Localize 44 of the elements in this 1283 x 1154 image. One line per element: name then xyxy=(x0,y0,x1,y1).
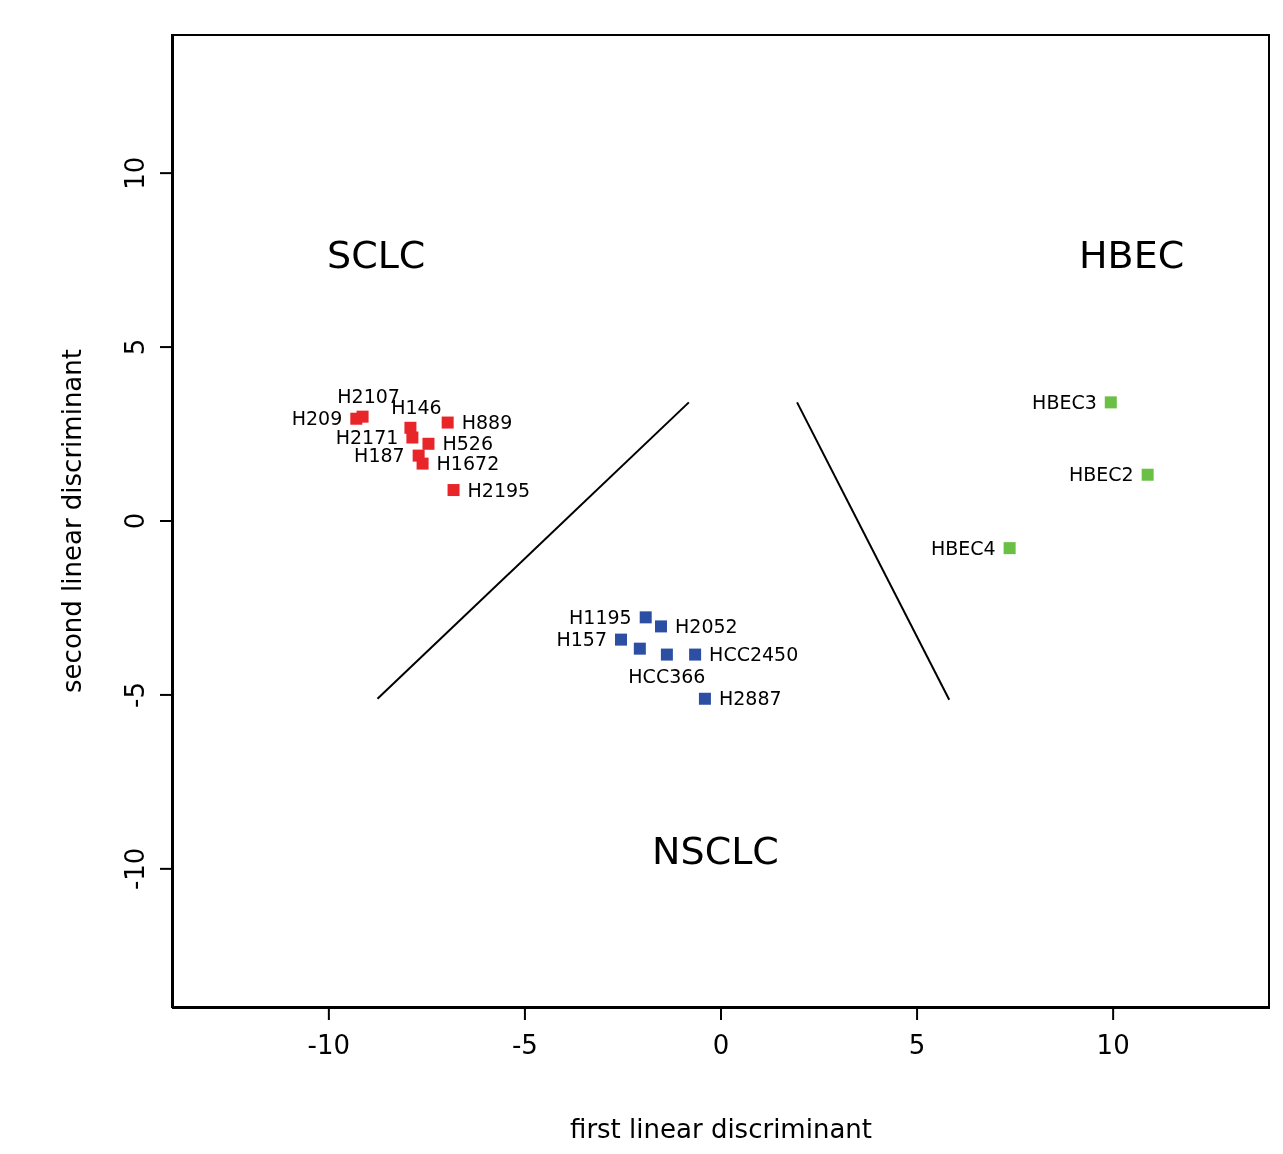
point xyxy=(633,642,646,655)
data-label: H1195 xyxy=(569,606,632,629)
data-label: H2195 xyxy=(467,478,531,501)
data-label: HBEC4 xyxy=(930,536,996,559)
point xyxy=(1141,468,1154,481)
data-label: H2052 xyxy=(675,615,738,638)
point xyxy=(660,648,673,661)
point xyxy=(406,431,419,444)
point xyxy=(356,410,369,423)
data-label: H526 xyxy=(442,432,494,455)
data-label: HCC2450 xyxy=(709,643,799,666)
y-tick-label: 0 xyxy=(120,512,150,530)
y-axis-title: second linear discriminant xyxy=(57,349,88,693)
annotation: SCLC xyxy=(327,233,426,278)
y-tick-label: -5 xyxy=(120,681,150,708)
x-tick-label: 5 xyxy=(908,1030,926,1061)
point xyxy=(416,457,429,470)
data-label: H1672 xyxy=(436,452,500,475)
x-tick-label: 0 xyxy=(712,1030,730,1061)
y-tick-label: 5 xyxy=(120,338,150,356)
data-label: HBEC3 xyxy=(1032,391,1097,414)
y-tick-label: -10 xyxy=(120,847,150,891)
data-label: HCC366 xyxy=(628,665,706,688)
point xyxy=(655,620,667,633)
x-axis-title: first linear discriminant xyxy=(570,1114,872,1144)
point xyxy=(422,437,435,450)
point xyxy=(447,484,460,497)
x-tick-label: -10 xyxy=(307,1030,351,1061)
x-tick-label: -5 xyxy=(511,1030,538,1061)
annotation: NSCLC xyxy=(652,829,779,874)
data-label: H2887 xyxy=(718,687,782,710)
annotation: HBEC xyxy=(1079,233,1185,278)
data-label: H889 xyxy=(461,411,513,434)
y-tick-label: 10 xyxy=(120,156,150,190)
point xyxy=(441,416,454,429)
point xyxy=(639,611,652,624)
point xyxy=(1104,396,1117,409)
data-label: HBEC2 xyxy=(1068,463,1134,486)
point xyxy=(698,692,711,705)
point xyxy=(1003,542,1016,555)
x-tick-label: 10 xyxy=(1096,1030,1130,1061)
point xyxy=(689,648,702,661)
data-label: H157 xyxy=(556,628,607,651)
point xyxy=(615,633,627,646)
